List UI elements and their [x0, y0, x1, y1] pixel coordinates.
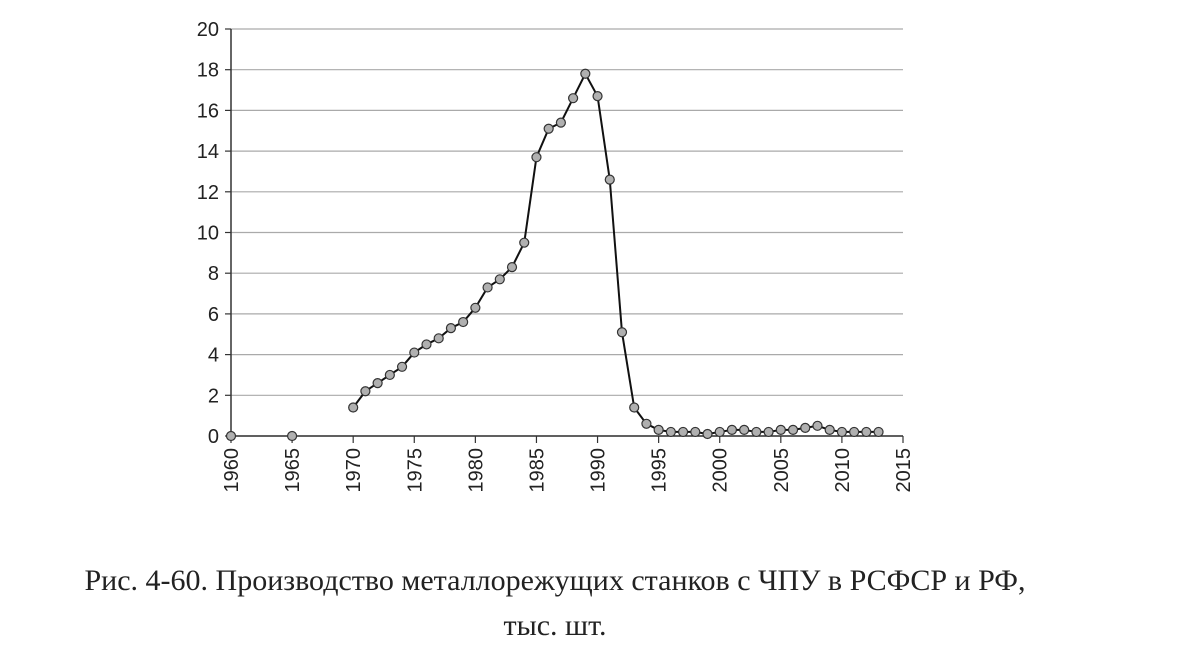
x-tick-label: 1980: [465, 448, 487, 493]
data-point: [665, 426, 676, 438]
x-tick-label: 1990: [588, 448, 610, 493]
data-point: [384, 369, 395, 381]
data-point: [409, 347, 420, 358]
data-point: [849, 426, 860, 438]
data-point: [531, 152, 542, 163]
data-point: [873, 426, 884, 438]
data-point: [714, 426, 725, 438]
x-tick-label: 1970: [343, 448, 365, 493]
data-point: [396, 361, 408, 372]
data-point: [800, 422, 811, 433]
data-point: [616, 327, 628, 338]
x-tick-label: 2015: [893, 448, 915, 493]
data-point: [360, 386, 371, 397]
y-tick-label: 16: [197, 100, 219, 122]
x-tick-label: 1960: [221, 448, 243, 493]
chart-title: тыс. шт.: [503, 609, 606, 642]
data-point: [519, 237, 530, 248]
data-point: [641, 418, 652, 429]
data-point: [348, 402, 359, 413]
x-tick-label: 1985: [526, 448, 548, 493]
data-point: [824, 424, 835, 435]
data-point: [568, 93, 579, 104]
x-tick-label: 1975: [404, 448, 426, 493]
data-point: [482, 282, 493, 293]
data-point: [543, 123, 554, 134]
data-point: [629, 402, 640, 413]
data-point: [861, 426, 872, 438]
y-tick-label: 8: [208, 263, 219, 285]
data-point: [225, 430, 237, 442]
y-tick-label: 12: [197, 182, 219, 204]
data-point: [690, 426, 701, 438]
data-point: [751, 426, 762, 438]
data-point: [763, 426, 774, 438]
data-point: [836, 426, 848, 438]
data-point: [787, 424, 799, 435]
data-point: [494, 274, 505, 285]
data-point: [470, 302, 481, 313]
x-tick-label: 1995: [649, 448, 671, 493]
y-tick-label: 20: [197, 19, 219, 41]
y-tick-label: 6: [208, 304, 219, 326]
data-point: [458, 316, 469, 328]
data-point: [506, 261, 518, 273]
y-tick-label: 0: [208, 426, 219, 448]
x-tick-label: 1965: [282, 448, 304, 493]
data-point: [726, 424, 738, 435]
x-tick-label: 2005: [771, 448, 793, 493]
y-tick-label: 14: [197, 141, 219, 163]
chart-title: Рис. 4-60. Производство металлорежущих с…: [84, 564, 1025, 597]
data-point: [421, 339, 432, 350]
data-point: [592, 91, 603, 102]
y-tick-label: 10: [197, 223, 219, 245]
data-point: [775, 424, 786, 435]
data-point: [653, 424, 664, 435]
data-line: [352, 71, 879, 435]
x-tick-label: 2000: [710, 448, 732, 493]
data-point: [604, 174, 615, 185]
data-point: [812, 420, 823, 431]
data-point: [702, 428, 713, 440]
data-point: [739, 424, 750, 435]
data-point: [677, 426, 689, 438]
data-point: [580, 68, 591, 79]
y-tick-label: 4: [208, 345, 219, 367]
data-point: [445, 323, 457, 334]
x-tick-label: 2010: [832, 448, 854, 493]
data-point: [555, 117, 566, 128]
data-point: [286, 430, 298, 442]
y-tick-label: 18: [197, 60, 219, 82]
data-point: [372, 377, 383, 389]
data-point: [433, 333, 444, 344]
y-tick-label: 2: [208, 385, 219, 407]
